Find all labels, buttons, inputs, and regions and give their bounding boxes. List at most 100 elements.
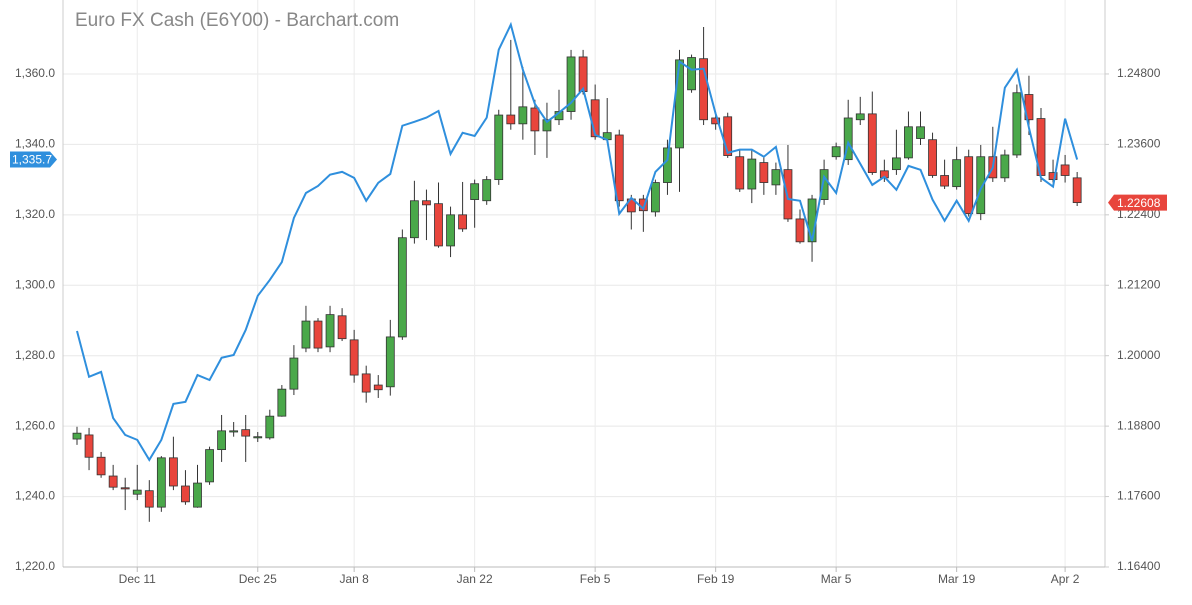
y-tick-label: 1,320.0: [15, 207, 55, 221]
y-tick-label: 1,260.0: [15, 418, 55, 432]
candle-body: [687, 57, 696, 91]
candle-body: [1072, 177, 1082, 204]
candle-body: [916, 126, 925, 139]
candle-body: [867, 113, 877, 173]
candle-body: [892, 157, 901, 171]
y2-tick-label: 1.18800: [1117, 418, 1161, 432]
candle-body: [241, 429, 251, 437]
y2-tick-label: 1.21200: [1117, 277, 1161, 291]
candle-body: [699, 58, 708, 121]
candle-body: [301, 320, 311, 349]
candle-body: [132, 489, 142, 495]
line-series: [76, 21, 1079, 462]
marks: [72, 21, 1082, 522]
last-price-label: 1.22608: [1117, 196, 1161, 210]
candle-body: [313, 320, 323, 349]
x-tick-label: Dec 11: [119, 572, 156, 586]
candle-body: [940, 175, 949, 187]
candle-body: [373, 384, 383, 391]
candle-body: [96, 456, 106, 476]
candle-body: [530, 107, 540, 132]
candle-body: [1060, 164, 1070, 176]
candle-body: [1000, 154, 1010, 179]
candle-body: [735, 156, 745, 190]
labels: 1,220.0 1,240.0 1,260.0 1,280.0 1,300.0 1,320…: [10, 66, 1167, 586]
candle-body: [928, 139, 937, 176]
candle-body: [494, 114, 504, 181]
candle-body: [843, 117, 853, 161]
y-tick-label: 1,340.0: [15, 137, 55, 151]
candle-body: [506, 114, 516, 125]
candle-body: [964, 156, 974, 215]
price-badge: [1108, 194, 1167, 211]
candle-body: [422, 200, 431, 206]
chart-title: Euro FX Cash (E6Y00) - Barchart.com: [75, 10, 399, 31]
candle-body: [1012, 92, 1022, 156]
candle-body: [458, 214, 468, 230]
candle-body: [277, 388, 287, 417]
candle-body: [976, 156, 986, 215]
candle-body: [831, 146, 841, 158]
candle-body: [952, 159, 962, 188]
candle-body: [482, 179, 492, 202]
candle-body: [723, 116, 733, 156]
candle-body: [156, 457, 166, 508]
candle-body: [265, 415, 275, 439]
candle-body: [168, 457, 178, 487]
line-value-label: 1,335.7: [12, 153, 52, 167]
candle-body: [747, 158, 757, 190]
candle-body: [409, 200, 419, 239]
x-tick-label: Mar 19: [938, 572, 976, 586]
candle-body: [651, 182, 660, 213]
candle-body: [1048, 172, 1058, 181]
candle-body: [205, 449, 214, 483]
candle-body: [325, 314, 335, 348]
candle-body: [289, 357, 299, 390]
y2-tick-label: 1.17600: [1117, 489, 1161, 503]
x-tick-label: Feb 19: [697, 572, 735, 586]
x-tick-label: Jan 8: [339, 572, 369, 586]
candle-body: [144, 490, 154, 508]
candle-body: [518, 106, 528, 125]
candle-body: [904, 126, 913, 159]
y-tick-label: 1,280.0: [15, 348, 55, 362]
candle-body: [193, 482, 202, 508]
candle-body: [349, 339, 359, 376]
candle-body: [446, 214, 455, 247]
candle-body: [108, 475, 118, 488]
y-tick-label: 1,300.0: [15, 277, 55, 291]
x-tick-label: Mar 5: [821, 572, 852, 586]
y2-tick-label: 1.24800: [1117, 66, 1161, 80]
candle-body: [855, 113, 865, 121]
y-tick-label: 1,240.0: [15, 489, 55, 503]
candle-body: [361, 373, 371, 393]
candle-body: [385, 336, 395, 388]
candle-body: [120, 487, 130, 490]
candle-body: [397, 237, 407, 338]
candle-body: [337, 315, 347, 340]
candle-body: [253, 436, 263, 439]
candle-body: [84, 434, 94, 458]
grid: [63, 0, 1109, 572]
candle-body: [229, 430, 239, 433]
y-tick-label: 1,360.0: [15, 66, 55, 80]
candle-body: [783, 169, 793, 220]
x-tick-label: Jan 22: [457, 572, 493, 586]
candle-body: [771, 169, 781, 186]
candle-body: [181, 485, 190, 503]
x-tick-label: Apr 2: [1051, 572, 1080, 586]
x-tick-label: Dec 25: [239, 572, 277, 586]
y2-tick-label: 1.16400: [1117, 559, 1161, 573]
candle-body: [578, 56, 588, 92]
candle-body: [795, 218, 805, 243]
candle-body: [819, 169, 829, 200]
candle-body: [566, 56, 576, 112]
line-badge: [10, 151, 57, 168]
candle-body: [711, 117, 721, 125]
candle-body: [542, 119, 552, 132]
x-tick-label: Feb 5: [580, 572, 611, 586]
candle-body: [434, 203, 443, 247]
